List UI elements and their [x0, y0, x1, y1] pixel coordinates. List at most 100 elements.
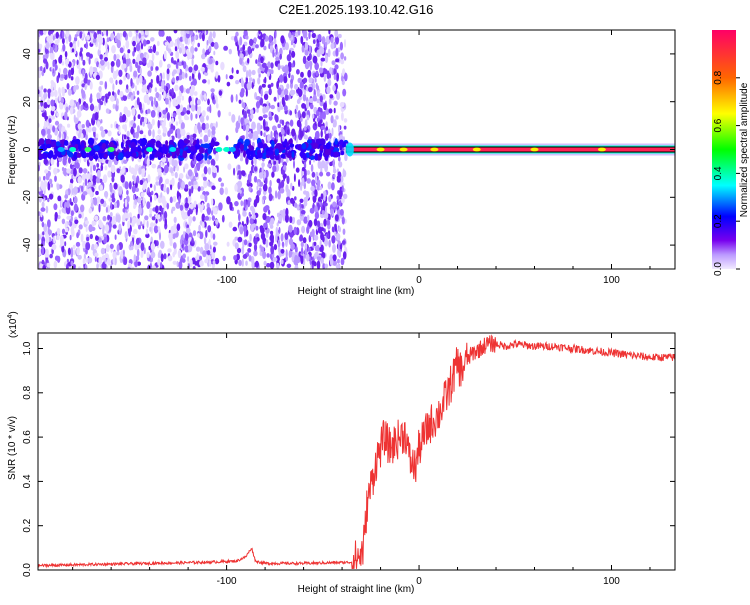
noise-cell [213, 41, 219, 50]
noise-cell [84, 178, 88, 187]
noise-cell [181, 71, 185, 80]
spectrogram-x-label: Height of straight line (km) [298, 286, 415, 297]
band-cell [117, 152, 124, 161]
noise-cell [133, 194, 135, 201]
noise-cell [206, 250, 211, 256]
band-cell [274, 145, 280, 150]
band-cell [63, 140, 69, 146]
noise-cell [237, 209, 240, 215]
noise-cell [43, 67, 46, 74]
noise-cell [245, 70, 249, 79]
noise-cell [256, 190, 261, 196]
noise-cell [285, 249, 288, 258]
noise-cell [44, 169, 49, 174]
noise-cell [249, 218, 254, 225]
noise-cell [280, 259, 284, 265]
noise-cell [290, 78, 294, 84]
noise-cell [81, 88, 84, 95]
noise-cell [53, 235, 56, 244]
noise-cell [317, 42, 320, 48]
noise-cell [210, 158, 215, 166]
noise-cell [102, 174, 108, 184]
noise-cell [204, 93, 207, 102]
snr-x-ticks: -100 0 100 [72, 333, 651, 587]
noise-cell [264, 205, 270, 211]
noise-cell [329, 257, 334, 267]
noise-cell [315, 70, 319, 77]
noise-cell [161, 195, 166, 205]
noise-cell [227, 163, 232, 170]
noise-cell [100, 64, 105, 71]
noise-cell [239, 157, 244, 162]
band-cell [243, 150, 246, 158]
noise-cell [313, 241, 317, 246]
noise-cell [284, 64, 289, 74]
noise-cell [304, 134, 308, 140]
noise-cell [133, 115, 136, 122]
noise-cell [267, 61, 271, 69]
noise-cell [93, 32, 98, 39]
noise-cell [218, 202, 223, 211]
noise-cell [61, 133, 65, 141]
noise-cell [277, 190, 281, 200]
band-cell [51, 140, 58, 146]
noise-cell [301, 103, 306, 109]
noise-cell [142, 182, 146, 191]
noise-cell [129, 64, 133, 73]
band-cell [196, 138, 200, 147]
noise-cell [218, 177, 222, 182]
noise-cell [316, 49, 321, 58]
noise-cell [206, 106, 210, 112]
noise-cell [323, 218, 327, 227]
noise-cell [161, 121, 166, 130]
noise-cell [153, 194, 157, 201]
noise-cell [239, 226, 244, 235]
band-cell [210, 139, 216, 148]
noise-cell [341, 112, 344, 121]
noise-cell [319, 171, 324, 177]
noise-cell [197, 42, 200, 48]
noise-cell [50, 183, 54, 188]
noise-cell [48, 118, 52, 124]
noise-cell [173, 30, 178, 34]
noise-cell [212, 260, 216, 265]
noise-cell [286, 54, 292, 62]
noise-cell [331, 182, 335, 191]
noise-cell [247, 199, 251, 208]
noise-cell [253, 200, 258, 208]
noise-cell [270, 245, 275, 255]
noise-cell [122, 124, 126, 130]
noise-cell [38, 55, 41, 61]
noise-cell [211, 185, 216, 190]
noise-cell [337, 240, 341, 246]
noise-cell [169, 40, 174, 48]
noise-cell [106, 30, 109, 37]
noise-cell [120, 174, 125, 183]
band-cell [189, 145, 196, 152]
band-cell [271, 140, 275, 149]
noise-cell [259, 225, 264, 231]
noise-cell [197, 186, 201, 192]
noise-cell [184, 114, 188, 121]
noise-cell [50, 115, 56, 120]
noise-cell [128, 30, 133, 38]
noise-cell [216, 103, 219, 109]
noise-cell [114, 257, 117, 266]
noise-cell [319, 100, 324, 107]
noise-cell [82, 182, 85, 189]
noise-cell [255, 59, 258, 64]
noise-cell [170, 167, 174, 174]
noise-cell [185, 88, 191, 94]
noise-cell [105, 159, 109, 164]
noise-cell [308, 45, 312, 54]
noise-cell [67, 247, 71, 256]
noise-cell [103, 233, 107, 238]
noise-cell [258, 116, 264, 121]
noise-cell [136, 97, 140, 106]
noise-cell [320, 125, 325, 130]
noise-cell [112, 70, 118, 80]
noise-cell [255, 101, 261, 109]
noise-cell [241, 246, 245, 255]
noise-cell [330, 115, 334, 124]
noise-cell [305, 36, 309, 41]
